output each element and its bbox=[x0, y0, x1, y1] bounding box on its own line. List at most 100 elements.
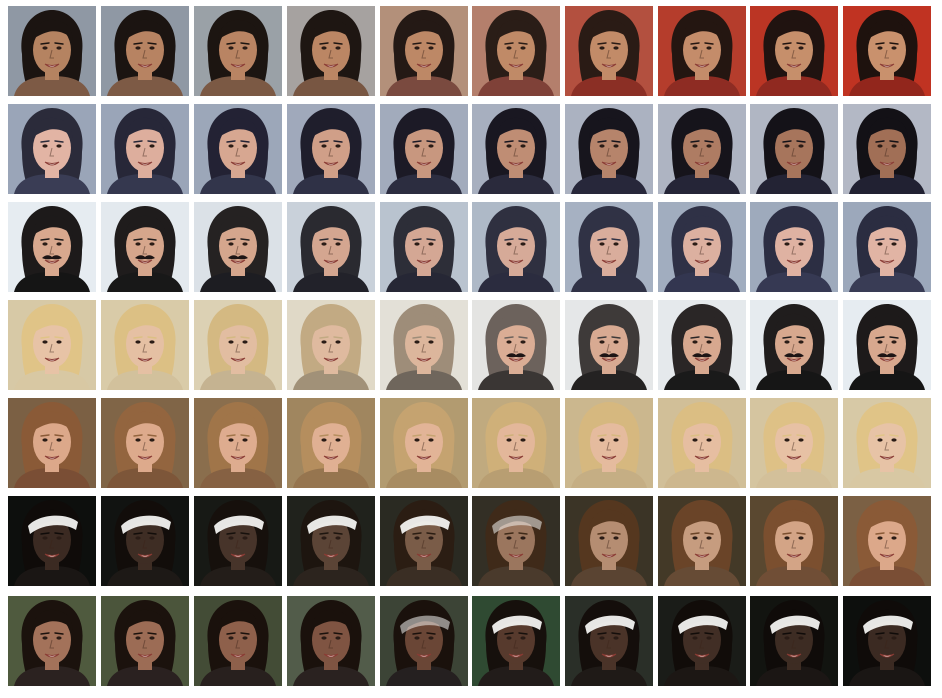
face-tile bbox=[194, 202, 282, 292]
nose bbox=[235, 343, 240, 353]
eye bbox=[321, 340, 327, 344]
eye bbox=[414, 340, 420, 344]
smile bbox=[44, 653, 60, 658]
smile bbox=[323, 653, 339, 658]
face-tile bbox=[565, 6, 653, 96]
hair-fringe bbox=[32, 609, 73, 630]
nose bbox=[49, 639, 54, 649]
shoulders bbox=[14, 468, 90, 488]
hair-fringe bbox=[496, 411, 537, 432]
shoulders bbox=[386, 468, 462, 488]
eyebrow bbox=[611, 238, 621, 241]
face bbox=[312, 222, 350, 270]
headband bbox=[121, 515, 171, 534]
nose bbox=[884, 639, 889, 649]
eyebrow bbox=[240, 42, 250, 45]
eyebrow bbox=[412, 532, 422, 535]
face-tile bbox=[380, 6, 468, 96]
face-image bbox=[194, 596, 282, 686]
face-tile bbox=[472, 596, 560, 686]
face-tile bbox=[658, 596, 746, 686]
smile bbox=[879, 653, 895, 658]
shoulders bbox=[664, 174, 740, 194]
face-tile bbox=[750, 596, 838, 686]
eyebrow bbox=[704, 336, 714, 339]
face bbox=[683, 616, 721, 664]
hair-fringe bbox=[218, 313, 259, 334]
eye bbox=[520, 46, 526, 50]
smile bbox=[323, 455, 339, 460]
shoulders bbox=[293, 370, 369, 390]
nose bbox=[421, 539, 426, 549]
hair-fringe bbox=[589, 215, 630, 236]
eye bbox=[706, 438, 712, 442]
face bbox=[590, 124, 628, 172]
eyebrow bbox=[147, 632, 157, 635]
face-tile bbox=[194, 496, 282, 586]
face-image bbox=[750, 104, 838, 194]
hair-fringe bbox=[867, 509, 908, 530]
eye bbox=[520, 438, 526, 442]
face bbox=[868, 124, 906, 172]
nose bbox=[606, 245, 611, 255]
eye bbox=[692, 438, 698, 442]
mustache bbox=[692, 353, 712, 358]
shoulders bbox=[756, 468, 832, 488]
eyebrow bbox=[796, 336, 806, 339]
face-image bbox=[472, 496, 560, 586]
eyebrow bbox=[426, 336, 436, 339]
eye bbox=[414, 438, 420, 442]
eye bbox=[520, 144, 526, 148]
face bbox=[312, 320, 350, 368]
eye bbox=[706, 46, 712, 50]
face-tile bbox=[101, 104, 189, 194]
eye bbox=[692, 340, 698, 344]
eyebrow bbox=[40, 42, 50, 45]
smile bbox=[508, 357, 524, 362]
face-image bbox=[8, 596, 96, 686]
eyebrow bbox=[333, 238, 343, 241]
hair-fringe bbox=[867, 117, 908, 138]
eye bbox=[784, 340, 790, 344]
face-tile bbox=[472, 202, 560, 292]
smile bbox=[416, 455, 432, 460]
eyebrow bbox=[226, 238, 236, 241]
nose bbox=[235, 49, 240, 59]
hair-fringe bbox=[496, 19, 537, 40]
face-image bbox=[101, 104, 189, 194]
shoulders bbox=[478, 666, 554, 686]
shoulders bbox=[200, 666, 276, 686]
face-tile bbox=[843, 398, 931, 488]
face-image bbox=[380, 496, 468, 586]
eye bbox=[335, 144, 341, 148]
eye bbox=[335, 438, 341, 442]
mustache bbox=[599, 353, 619, 358]
face-image bbox=[101, 300, 189, 390]
eyebrow bbox=[412, 238, 422, 241]
face-tile bbox=[287, 496, 375, 586]
headband bbox=[585, 615, 635, 634]
eyebrow bbox=[40, 632, 50, 635]
shoulders bbox=[293, 174, 369, 194]
smile bbox=[44, 259, 60, 264]
smile bbox=[230, 259, 246, 264]
face-tile bbox=[380, 496, 468, 586]
hair-fringe bbox=[589, 411, 630, 432]
eye bbox=[428, 46, 434, 50]
face-image bbox=[565, 398, 653, 488]
face-tile bbox=[380, 104, 468, 194]
face-tile bbox=[750, 300, 838, 390]
face-image bbox=[565, 300, 653, 390]
hair-fringe bbox=[32, 313, 73, 334]
headband bbox=[400, 515, 450, 534]
face-image bbox=[101, 496, 189, 586]
eyebrow bbox=[226, 532, 236, 535]
face bbox=[126, 516, 164, 564]
eyebrow bbox=[889, 336, 899, 339]
shoulders bbox=[571, 272, 647, 292]
eye bbox=[613, 340, 619, 344]
shoulders bbox=[293, 272, 369, 292]
hair-fringe bbox=[404, 313, 445, 334]
smile bbox=[879, 455, 895, 460]
